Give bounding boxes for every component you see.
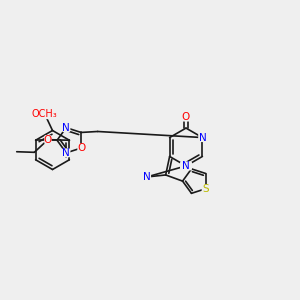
Text: O: O [182,112,190,122]
FancyBboxPatch shape [143,172,151,182]
Text: OCH₃: OCH₃ [32,109,58,119]
FancyBboxPatch shape [62,123,70,132]
FancyBboxPatch shape [44,135,52,144]
Text: N: N [199,133,206,142]
Text: N: N [143,172,151,182]
FancyBboxPatch shape [77,143,85,152]
FancyBboxPatch shape [62,148,70,158]
Text: N: N [62,148,70,158]
FancyBboxPatch shape [202,184,210,193]
FancyBboxPatch shape [34,109,56,119]
Text: S: S [202,184,209,194]
FancyBboxPatch shape [180,161,192,170]
Text: O: O [44,135,52,145]
FancyBboxPatch shape [182,113,190,122]
FancyBboxPatch shape [198,133,207,142]
Text: O: O [77,143,85,153]
Text: N: N [62,123,70,133]
Text: N: N [182,161,190,171]
